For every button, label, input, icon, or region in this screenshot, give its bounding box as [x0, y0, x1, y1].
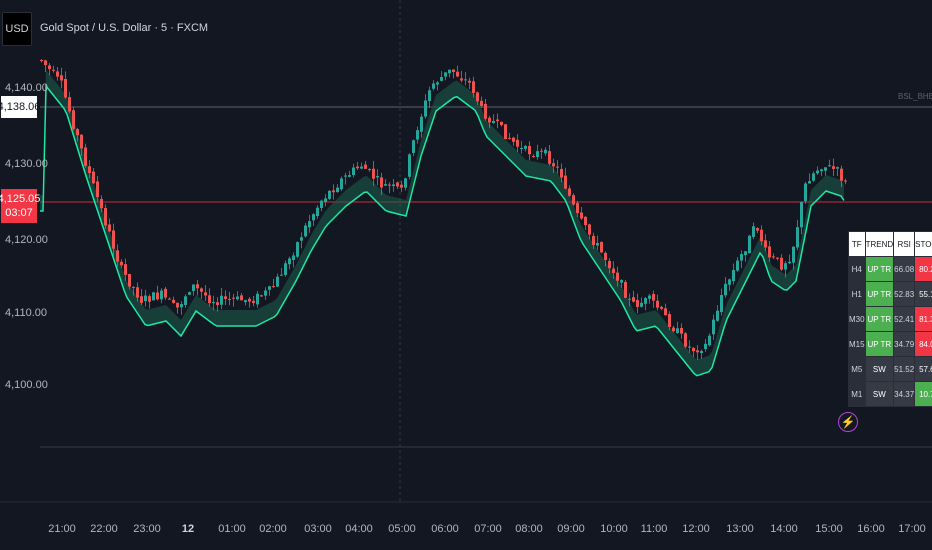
- table-cell: 51.52: [893, 356, 916, 382]
- time-tick: 14:00: [770, 523, 798, 535]
- price-tick: 4,130.00: [5, 158, 48, 170]
- candles: [40, 59, 847, 361]
- time-tick: 05:00: [388, 523, 416, 535]
- price-tick: 4,140.00: [5, 82, 48, 94]
- current-price-label: 4,125.05 03:07: [0, 189, 41, 223]
- table-cell: M1: [848, 381, 866, 407]
- time-tick: 23:00: [133, 523, 161, 535]
- time-tick: 01:00: [218, 523, 246, 535]
- table-cell: UP TR: [864, 281, 895, 307]
- table-cell: H1: [848, 281, 866, 307]
- symbol-title[interactable]: Gold Spot / U.S. Dollar · 5 · FXCM: [40, 22, 209, 34]
- time-tick: 04:00: [345, 523, 373, 535]
- table-cell: 81.33: [914, 306, 932, 332]
- price-tick: 4,110.00: [5, 307, 48, 319]
- table-cell: 34.37: [893, 381, 916, 407]
- table-cell: 52.83: [893, 281, 916, 307]
- time-tick: 22:00: [90, 523, 118, 535]
- currency-button[interactable]: USD: [2, 12, 32, 46]
- table-cell: 84.03: [914, 331, 932, 357]
- time-tick: 12:00: [682, 523, 710, 535]
- table-cell: M15: [848, 331, 866, 357]
- table-cell: 80.27: [914, 256, 932, 282]
- time-tick: 17:00: [898, 523, 926, 535]
- table-cell: SW: [864, 356, 895, 382]
- table-cell: H4: [848, 256, 866, 282]
- table-cell: M5: [848, 356, 866, 382]
- table-cell: 34.79: [893, 331, 916, 357]
- lightning-icon[interactable]: ⚡: [838, 412, 858, 432]
- table-header: TREND: [864, 231, 895, 257]
- time-tick: 03:00: [304, 523, 332, 535]
- table-cell: 52.41: [893, 306, 916, 332]
- time-tick: 02:00: [259, 523, 287, 535]
- table-cell: SW: [864, 381, 895, 407]
- table-header: TF: [848, 231, 866, 257]
- time-tick: 08:00: [515, 523, 543, 535]
- table-cell: UP TR: [864, 331, 895, 357]
- last-price-label: 4,138.06: [0, 96, 40, 118]
- price-tick: 4,120.00: [5, 234, 48, 246]
- time-tick: 10:00: [600, 523, 628, 535]
- table-cell: 57.68: [914, 356, 932, 382]
- bar-countdown: 03:07: [5, 207, 33, 219]
- table-header: STOCH: [914, 231, 932, 257]
- table-cell: 10.75: [914, 381, 932, 407]
- time-tick: 15:00: [815, 523, 843, 535]
- line-label: BSL_BHB.18: [898, 92, 932, 101]
- time-tick: 21:00: [48, 523, 76, 535]
- table-header: RSI: [893, 231, 916, 257]
- price-tick: 4,100.00: [5, 379, 48, 391]
- table-cell: 55.16: [914, 281, 932, 307]
- time-tick: 11:00: [640, 523, 668, 535]
- time-tick: 13:00: [726, 523, 754, 535]
- table-cell: 66.08: [893, 256, 916, 282]
- time-tick: 06:00: [431, 523, 459, 535]
- table-cell: UP TR: [864, 256, 895, 282]
- table-cell: M30: [848, 306, 866, 332]
- time-tick: 07:00: [474, 523, 502, 535]
- ribbon-band: [40, 70, 845, 377]
- time-tick: 09:00: [557, 523, 585, 535]
- current-price-value: 4,125.05: [0, 193, 41, 205]
- time-tick: 16:00: [857, 523, 885, 535]
- time-tick: 12: [181, 523, 195, 535]
- table-cell: UP TR: [864, 306, 895, 332]
